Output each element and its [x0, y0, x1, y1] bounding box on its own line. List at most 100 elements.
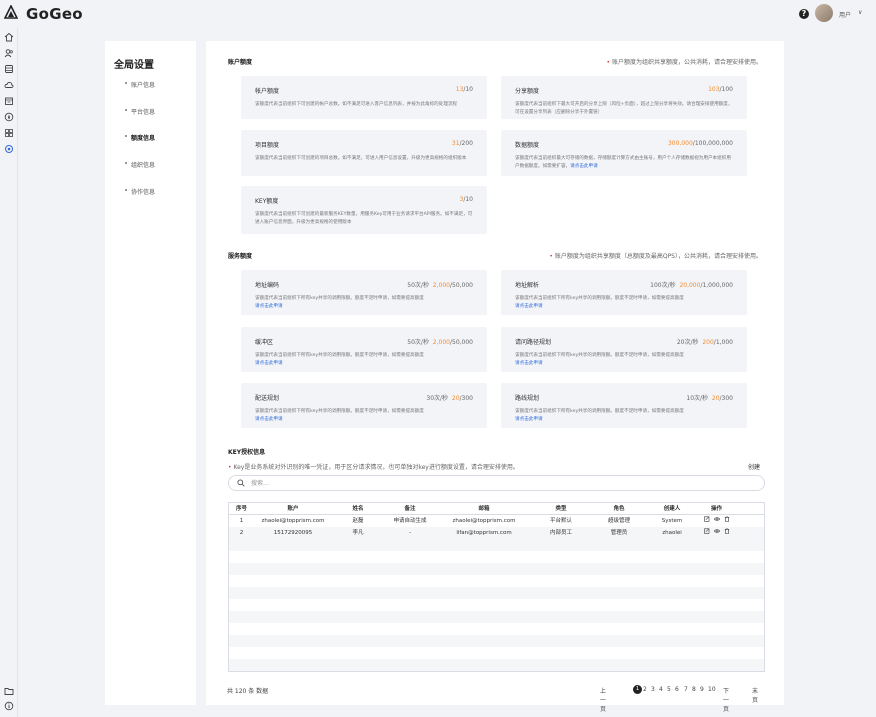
- delete-icon[interactable]: [724, 515, 730, 527]
- card-description: 该额度代表当前组织下所有key共享的调用限额。额度不足时申请，如需要提高额度 请点…: [255, 352, 473, 367]
- card-description-text: 该额度代表当前组织下所有key共享的调用限额。额度不足时申请，如需要提高额度: [255, 409, 424, 414]
- bullet-dot-icon: [125, 109, 127, 111]
- col-account-header: 账户: [287, 506, 299, 512]
- chevron-down-icon[interactable]: ∨: [858, 9, 863, 16]
- page-2-button[interactable]: 2: [643, 686, 647, 693]
- page-4-button[interactable]: 4: [659, 686, 663, 693]
- settings-item-account[interactable]: 账户信息: [125, 80, 155, 89]
- apply-link[interactable]: 请点击此申请: [515, 303, 543, 309]
- total-value: /100,000,000: [692, 140, 733, 147]
- card-description: 该额度代表当前组织下可创建的项目总数。如不满足，可进入用户信息设置，升级为更高规…: [255, 156, 467, 161]
- page-10-button[interactable]: 10: [708, 686, 716, 693]
- col-actions-header: 操作: [710, 506, 722, 512]
- card-title: 请问路径规划: [515, 339, 552, 346]
- card-value: 50次/秒 2,000/50,000: [407, 280, 473, 289]
- search-input[interactable]: [251, 478, 751, 488]
- used-value: 20,000: [679, 282, 701, 289]
- card-title: 帐户额度: [255, 88, 280, 95]
- col-name-cell: 赵磊: [352, 518, 364, 524]
- page-7-button[interactable]: 7: [684, 686, 688, 693]
- total-value: /300: [459, 395, 473, 402]
- apply-link[interactable]: 请点击此申请: [255, 416, 283, 422]
- settings-item-label: 协作信息: [131, 189, 156, 196]
- cloud-icon[interactable]: [4, 80, 14, 90]
- col-index-header: 序号: [235, 506, 247, 512]
- note-text: 账户额度为组织共享额度，公共消耗，请合理安排使用。: [611, 59, 762, 66]
- total-value: /1,000,000: [700, 282, 733, 289]
- page-5-button[interactable]: 5: [667, 686, 671, 693]
- view-icon[interactable]: [713, 527, 720, 539]
- top-bar: GoGeo ? 用户 ∨: [0, 0, 876, 28]
- card-title: 地址编码: [255, 282, 280, 289]
- used-value: 3: [459, 196, 464, 203]
- settings-item-organization[interactable]: 组织信息: [125, 160, 155, 169]
- layers-icon[interactable]: [4, 96, 14, 106]
- card-title: KEY额度: [255, 198, 279, 205]
- col-name-header: 姓名: [352, 506, 364, 512]
- page-3-button[interactable]: 3: [651, 686, 655, 693]
- settings-item-quota[interactable]: 额度信息: [125, 133, 155, 142]
- card-title: 分享额度: [515, 88, 540, 95]
- user-group-icon[interactable]: [4, 48, 14, 58]
- settings-icon[interactable]: [4, 144, 14, 154]
- folder-icon[interactable]: [4, 686, 14, 696]
- rate-value: 100次/秒: [650, 282, 676, 289]
- apply-link[interactable]: 请点击此申请: [515, 416, 543, 422]
- edit-icon[interactable]: [703, 527, 710, 539]
- prev-page-button[interactable]: 上一页: [600, 688, 607, 713]
- info-icon[interactable]: [4, 701, 14, 711]
- total-value: /10: [463, 196, 473, 203]
- table-row[interactable]: 1 zhaolei@topprism.com 赵磊 申请自动生成 zhaolei@top…: [229, 515, 764, 527]
- gogeo-logo-icon[interactable]: [4, 5, 18, 19]
- card-value: 100次/秒 20,000/1,000,000: [650, 280, 733, 289]
- delete-icon[interactable]: [724, 527, 730, 539]
- view-icon[interactable]: [713, 515, 720, 527]
- card-description: 该额度代表当前组织下最大可开启的分享上限（风险+负面），超过上限分享将失效。请合…: [515, 102, 733, 115]
- compass-icon[interactable]: [4, 112, 14, 122]
- search-box[interactable]: [228, 475, 765, 491]
- help-icon[interactable]: ?: [799, 9, 809, 19]
- page-9-button[interactable]: 9: [700, 686, 704, 693]
- avatar[interactable]: [815, 4, 833, 22]
- apply-link[interactable]: 请点击此申请: [255, 360, 283, 366]
- app-name[interactable]: GoGeo: [26, 5, 83, 23]
- card-value: 31/200: [452, 140, 473, 147]
- quota-card-keys: KEY额度 3/10 该额度代表当前组织下可创建的最新服务KEY数量，用服务Ke…: [241, 186, 487, 234]
- card-description-text: 该额度代表当前组织下所有key共享的调用限额。额度不足时申请，如需要提高额度: [515, 353, 684, 358]
- col-type-cell: 内部员工: [549, 530, 572, 536]
- page-1-button[interactable]: 1: [633, 685, 642, 694]
- table-row[interactable]: 2 15172920095 李凡 - lifan@topprism.com 内部员工 管理员…: [229, 527, 764, 539]
- page-8-button[interactable]: 8: [692, 686, 696, 693]
- edit-icon[interactable]: [703, 515, 710, 527]
- database-icon[interactable]: [4, 64, 14, 74]
- empty-table-row: [229, 587, 764, 599]
- rate-value: 30次/秒: [426, 395, 449, 402]
- service-card-delivery: 配送规划 30次/秒 20/300 该额度代表当前组织下所有key共享的调用限额…: [241, 383, 487, 428]
- card-title: 数据额度: [515, 142, 540, 149]
- last-page-button[interactable]: 末页: [752, 688, 759, 704]
- settings-item-collaboration[interactable]: 协作信息: [125, 187, 156, 196]
- quota-card-shares: 分享额度 103/100 该额度代表当前组织下最大可开启的分享上限（风险+负面）…: [501, 76, 747, 119]
- card-value: 30次/秒 20/300: [426, 393, 473, 402]
- total-value: /300: [719, 395, 733, 402]
- settings-item-platform[interactable]: 平台信息: [125, 107, 155, 116]
- col-role-cell: 超级管理: [607, 518, 630, 524]
- create-key-button[interactable]: 创建: [748, 464, 761, 471]
- service-card-geocoding: 地址编码 50次/秒 2,000/50,000 该额度代表当前组织下所有key共…: [241, 270, 487, 315]
- empty-table-row: [229, 659, 764, 671]
- next-page-button[interactable]: 下一页: [723, 688, 730, 713]
- col-remark-cell: 申请自动生成: [393, 518, 427, 524]
- home-icon[interactable]: [4, 32, 14, 42]
- card-description-text: 该额度代表当前组织下所有key共享的调用限额。额度不足时申请，如需要提高额度: [515, 296, 684, 301]
- apply-link[interactable]: 请点击此申请: [255, 303, 283, 309]
- col-index-cell: 2: [239, 530, 244, 536]
- apply-link[interactable]: 请点击此申请: [570, 163, 598, 169]
- card-value: 103/100: [708, 86, 733, 93]
- quota-card-data: 数据额度 300,000/100,000,000 该额度代表当前组织最大可存储的…: [501, 130, 747, 176]
- rate-value: 50次/秒: [407, 339, 429, 346]
- grid-icon[interactable]: [4, 128, 14, 138]
- apply-link[interactable]: 请点击此申请: [515, 360, 543, 366]
- icon-rail: [0, 28, 18, 717]
- user-name[interactable]: 用户: [839, 12, 852, 19]
- page-6-button[interactable]: 6: [675, 686, 679, 693]
